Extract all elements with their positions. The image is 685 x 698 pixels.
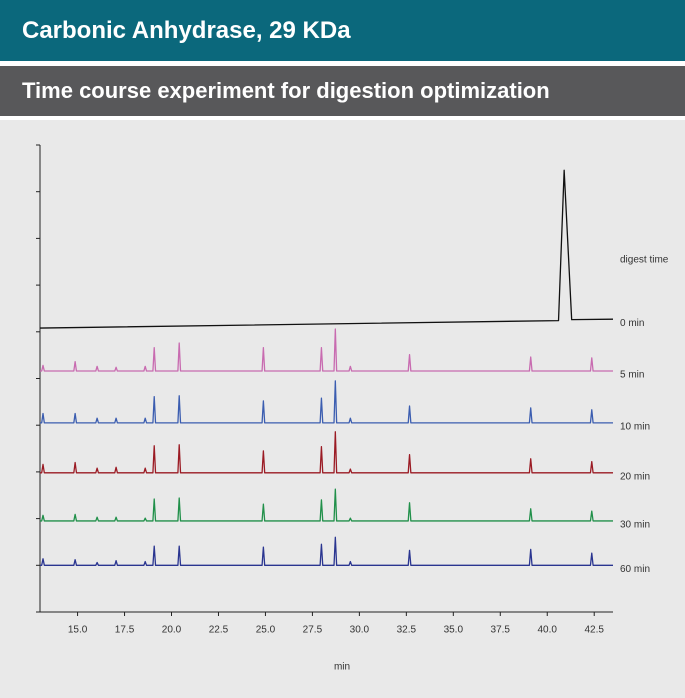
legend-label: 20 min <box>620 471 650 482</box>
title: Carbonic Anhydrase, 29 KDa <box>22 17 351 44</box>
x-tick-label: 42.5 <box>584 625 604 636</box>
trace <box>40 536 613 566</box>
trace <box>40 488 613 522</box>
x-tick-label: 32.5 <box>397 625 417 636</box>
legend-label: 5 min <box>620 370 644 381</box>
x-tick-label: 37.5 <box>491 625 511 636</box>
title-bar: Carbonic Anhydrase, 29 KDa <box>0 0 685 61</box>
legend-title: digest time <box>620 255 669 266</box>
x-tick-label: 40.0 <box>538 625 558 636</box>
trace <box>40 380 613 424</box>
x-tick-label: 15.0 <box>68 625 88 636</box>
legend-label: 60 min <box>620 564 650 575</box>
x-tick-label: 20.0 <box>162 625 182 636</box>
x-tick-label: 22.5 <box>209 625 229 636</box>
x-tick-label: 30.0 <box>350 625 370 636</box>
x-tick-label: 35.0 <box>444 625 464 636</box>
x-tick-label: 27.5 <box>303 625 323 636</box>
chart: min digest time 15.0 17.5 20.0 22.5 25.0 27.5… <box>0 120 685 698</box>
legend-label: 10 min <box>620 422 650 433</box>
x-tick-label: 17.5 <box>115 625 135 636</box>
plot-background <box>0 120 685 698</box>
legend-label: 0 min <box>620 318 644 329</box>
trace <box>39 169 614 329</box>
x-axis-title: min <box>334 662 350 673</box>
subtitle: Time course experiment for digestion opt… <box>22 78 550 103</box>
trace <box>40 431 613 474</box>
legend-label: 30 min <box>620 520 650 531</box>
subtitle-bar: Time course experiment for digestion opt… <box>0 66 685 116</box>
trace <box>40 328 613 372</box>
x-tick-label: 25.0 <box>256 625 276 636</box>
